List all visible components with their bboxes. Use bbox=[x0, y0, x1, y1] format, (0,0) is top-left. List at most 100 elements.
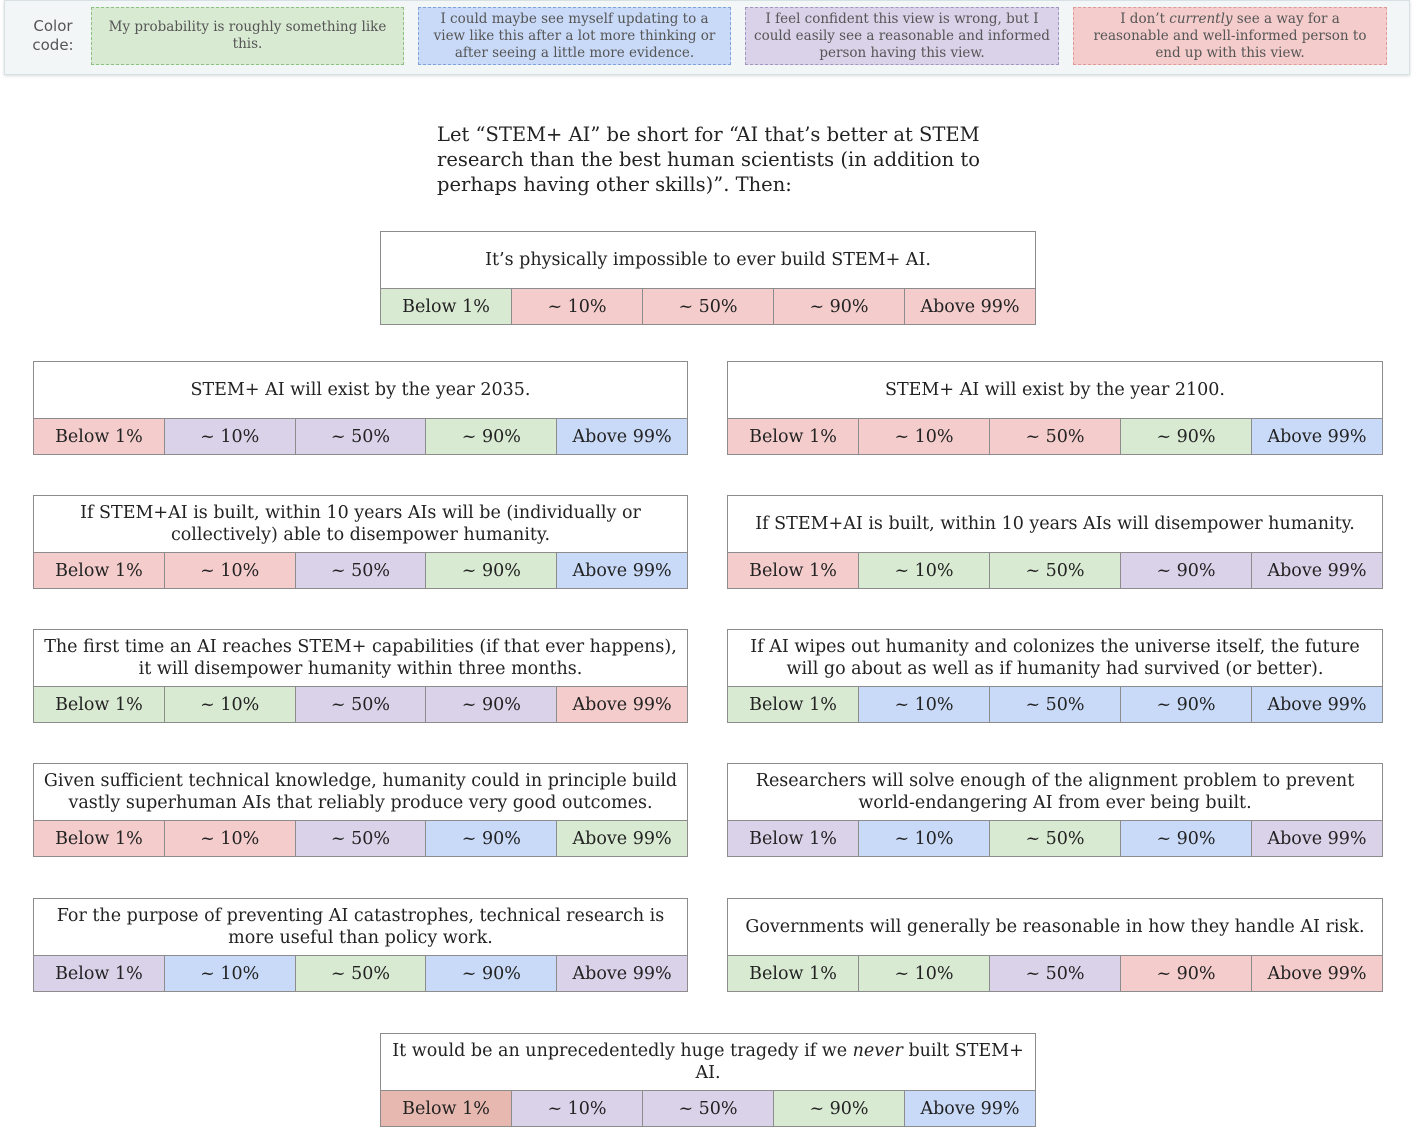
statement-card: The first time an AI reaches STEM+ capab… bbox=[33, 629, 688, 723]
probability-option: Below 1% bbox=[34, 419, 165, 454]
legend-green-text: My probability is roughly something like… bbox=[108, 19, 387, 52]
probability-options: Below 1% ~ 10% ~ 50% ~ 90% Above 99% bbox=[34, 687, 687, 722]
probability-options: Below 1% ~ 10% ~ 50% ~ 90% Above 99% bbox=[34, 553, 687, 588]
probability-option: ~ 90% bbox=[426, 419, 558, 454]
probability-option: ~ 10% bbox=[859, 821, 990, 856]
legend-red-text: I don’t currently see a way for a reason… bbox=[1082, 11, 1378, 62]
statement-card: For the purpose of preventing AI catastr… bbox=[33, 898, 688, 992]
legend-blue-swatch: I could maybe see myself updating to a v… bbox=[418, 7, 731, 65]
statement-text-inner: It would be an unprecedentedly huge trag… bbox=[387, 1040, 1029, 1084]
probability-option: Above 99% bbox=[1252, 821, 1382, 856]
probability-option: Above 99% bbox=[557, 956, 687, 991]
intro-text: Let “STEM+ AI” be short for “AI that’s b… bbox=[437, 123, 980, 196]
probability-option: ~ 50% bbox=[295, 419, 427, 454]
probability-option: ~ 10% bbox=[859, 956, 990, 991]
probability-option: Below 1% bbox=[728, 687, 859, 722]
probability-option: Below 1% bbox=[728, 821, 859, 856]
probability-option: ~ 10% bbox=[164, 821, 296, 856]
probability-option: ~ 90% bbox=[1121, 553, 1252, 588]
statement-card: STEM+ AI will exist by the year 2100. Bel… bbox=[727, 361, 1383, 455]
probability-option: Below 1% bbox=[34, 956, 165, 991]
statement-text: Researchers will solve enough of the ali… bbox=[728, 764, 1382, 821]
probability-option: ~ 10% bbox=[164, 419, 296, 454]
probability-option: Below 1% bbox=[728, 956, 859, 991]
legend-purple-swatch: I feel confident this view is wrong, but… bbox=[745, 7, 1059, 65]
statement-card: Researchers will solve enough of the ali… bbox=[727, 763, 1383, 857]
probability-options: Below 1% ~ 10% ~ 50% ~ 90% Above 99% bbox=[34, 821, 687, 856]
probability-option: ~ 50% bbox=[643, 1091, 774, 1126]
statement-text: It would be an unprecedentedly huge trag… bbox=[381, 1034, 1035, 1091]
probability-options: Below 1% ~ 10% ~ 50% ~ 90% Above 99% bbox=[728, 821, 1382, 856]
statement-text: The first time an AI reaches STEM+ capab… bbox=[34, 630, 687, 687]
probability-option: Below 1% bbox=[728, 419, 859, 454]
legend-red-text-after: see a way for a reasonable and well-info… bbox=[1093, 10, 1367, 61]
probability-option: ~ 50% bbox=[295, 687, 427, 722]
statement-text-after: built STEM+ AI. bbox=[695, 1041, 1024, 1083]
probability-option: ~ 90% bbox=[1121, 821, 1252, 856]
probability-option: ~ 90% bbox=[426, 553, 558, 588]
probability-option: ~ 50% bbox=[295, 956, 427, 991]
statement-card: STEM+ AI will exist by the year 2035. Bel… bbox=[33, 361, 688, 455]
probability-option: ~ 90% bbox=[1121, 687, 1252, 722]
probability-options: Below 1% ~ 10% ~ 50% ~ 90% Above 99% bbox=[728, 553, 1382, 588]
probability-option: ~ 50% bbox=[990, 553, 1121, 588]
probability-option: ~ 10% bbox=[859, 687, 990, 722]
probability-option: ~ 50% bbox=[295, 553, 427, 588]
probability-option: ~ 90% bbox=[1121, 419, 1252, 454]
statement-text: STEM+ AI will exist by the year 2035. bbox=[34, 362, 687, 419]
probability-options: Below 1% ~ 10% ~ 50% ~ 90% Above 99% bbox=[34, 419, 687, 454]
probability-option: ~ 10% bbox=[512, 289, 643, 324]
statement-text-before: It would be an unprecedentedly huge trag… bbox=[392, 1041, 853, 1061]
probability-option: Above 99% bbox=[557, 553, 687, 588]
legend-red-text-emph: currently bbox=[1169, 10, 1233, 27]
statement-text: It’s physically impossible to ever build… bbox=[381, 232, 1035, 289]
probability-option: Above 99% bbox=[905, 289, 1035, 324]
probability-option: Below 1% bbox=[34, 821, 165, 856]
probability-option: Above 99% bbox=[1252, 419, 1382, 454]
probability-options: Below 1% ~ 10% ~ 50% ~ 90% Above 99% bbox=[728, 419, 1382, 454]
statement-card: It would be an unprecedentedly huge trag… bbox=[380, 1033, 1036, 1127]
statement-text: For the purpose of preventing AI catastr… bbox=[34, 899, 687, 956]
probability-options: Below 1% ~ 10% ~ 50% ~ 90% Above 99% bbox=[34, 956, 687, 991]
statement-text: Governments will generally be reasonable… bbox=[728, 899, 1382, 956]
probability-option: ~ 90% bbox=[1121, 956, 1252, 991]
statement-text: Given sufficient technical knowledge, hu… bbox=[34, 764, 687, 821]
probability-option: ~ 10% bbox=[859, 419, 990, 454]
statement-text: If AI wipes out humanity and colonizes t… bbox=[728, 630, 1382, 687]
probability-option: Above 99% bbox=[557, 419, 687, 454]
probability-option: ~ 50% bbox=[990, 419, 1121, 454]
statement-card: It’s physically impossible to ever build… bbox=[380, 231, 1036, 325]
probability-option: ~ 50% bbox=[643, 289, 774, 324]
probability-option: ~ 10% bbox=[164, 553, 296, 588]
probability-option: Above 99% bbox=[557, 821, 687, 856]
probability-option: ~ 10% bbox=[164, 687, 296, 722]
probability-option: Above 99% bbox=[557, 687, 687, 722]
statement-card: Given sufficient technical knowledge, hu… bbox=[33, 763, 688, 857]
probability-option: ~ 90% bbox=[426, 821, 558, 856]
probability-option: ~ 50% bbox=[990, 956, 1121, 991]
probability-option: ~ 50% bbox=[990, 821, 1121, 856]
probability-option: Below 1% bbox=[381, 1091, 512, 1126]
probability-option: ~ 10% bbox=[859, 553, 990, 588]
probability-option: ~ 90% bbox=[426, 687, 558, 722]
probability-option: Below 1% bbox=[34, 553, 165, 588]
probability-option: Below 1% bbox=[728, 553, 859, 588]
statement-text: STEM+ AI will exist by the year 2100. bbox=[728, 362, 1382, 419]
probability-option: ~ 50% bbox=[990, 687, 1121, 722]
statement-card: If AI wipes out humanity and colonizes t… bbox=[727, 629, 1383, 723]
probability-option: ~ 10% bbox=[512, 1091, 643, 1126]
legend-title: Color code: bbox=[32, 17, 74, 54]
probability-option: Below 1% bbox=[34, 687, 165, 722]
probability-option: ~ 90% bbox=[774, 1091, 905, 1126]
probability-option: Above 99% bbox=[1252, 553, 1382, 588]
statement-card: If STEM+AI is built, within 10 years AIs… bbox=[33, 495, 688, 589]
probability-options: Below 1% ~ 10% ~ 50% ~ 90% Above 99% bbox=[728, 956, 1382, 991]
probability-options: Below 1% ~ 10% ~ 50% ~ 90% Above 99% bbox=[381, 1091, 1035, 1126]
probability-option: ~ 50% bbox=[295, 821, 427, 856]
statement-card: If STEM+AI is built, within 10 years AIs… bbox=[727, 495, 1383, 589]
probability-options: Below 1% ~ 10% ~ 50% ~ 90% Above 99% bbox=[381, 289, 1035, 324]
probability-option: ~ 90% bbox=[426, 956, 558, 991]
legend-blue-text: I could maybe see myself updating to a v… bbox=[433, 10, 716, 61]
probability-options: Below 1% ~ 10% ~ 50% ~ 90% Above 99% bbox=[728, 687, 1382, 722]
color-code-legend: Color code: My probability is roughly so… bbox=[4, 0, 1410, 75]
